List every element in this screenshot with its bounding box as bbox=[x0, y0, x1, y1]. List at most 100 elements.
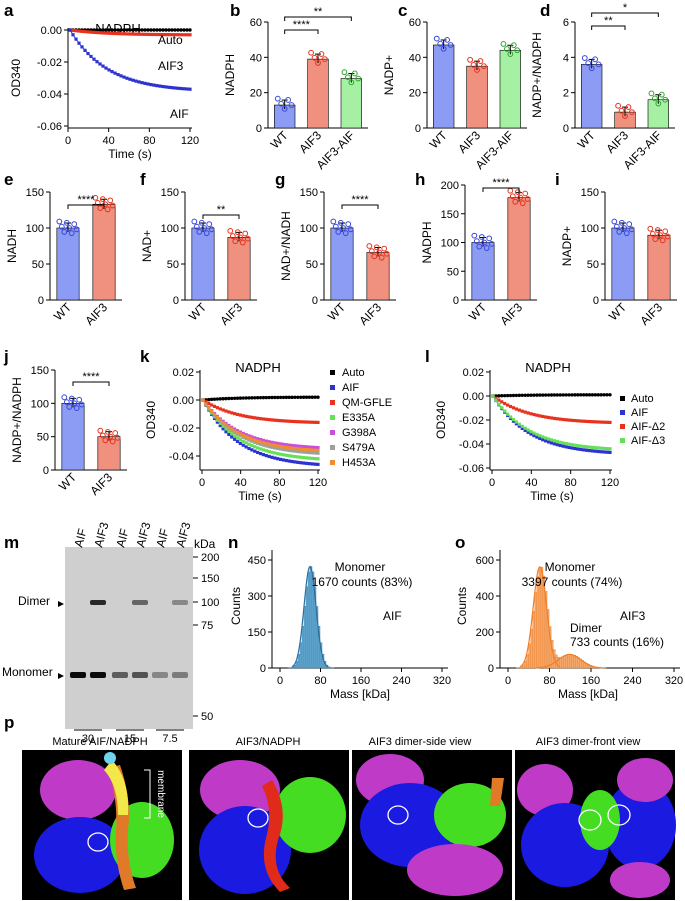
panel-a-aif3-point bbox=[155, 32, 159, 37]
panel-k-series-point bbox=[207, 397, 211, 402]
panel-a-aif3-point bbox=[77, 29, 81, 33]
panel-e-point bbox=[58, 223, 65, 230]
panel-l-series-point bbox=[585, 445, 589, 449]
panel-k-series-point bbox=[247, 396, 251, 400]
blot-monomer-band bbox=[152, 672, 168, 678]
panel-i-point bbox=[652, 236, 659, 242]
panel-i-ytick-label: 0 bbox=[593, 295, 599, 307]
panel-a-aif-point bbox=[143, 81, 147, 85]
panel-k-series-point bbox=[264, 441, 268, 446]
panel-j-point bbox=[66, 404, 73, 410]
panel-b-point bbox=[321, 56, 328, 62]
panel-k-series-point bbox=[267, 440, 271, 444]
panel-l-series-point bbox=[503, 401, 507, 406]
panel-b-point bbox=[281, 105, 288, 112]
panel-k-series-point bbox=[230, 396, 234, 401]
panel-h: 0 50 100 150 200 NADPH WT AIF3 **** bbox=[420, 177, 537, 328]
panel-k-series-point bbox=[279, 419, 283, 423]
panel-l-xtick-label: 40 bbox=[525, 477, 537, 489]
panel-i-point bbox=[618, 219, 625, 226]
panel-f-point bbox=[203, 230, 210, 237]
panel-l-series-point bbox=[564, 393, 568, 397]
panel-n-bin bbox=[303, 606, 307, 669]
panel-f-point bbox=[227, 227, 234, 234]
panel-l-series-point bbox=[514, 422, 518, 426]
panel-k-series-point bbox=[302, 445, 306, 449]
panel-k-series-point bbox=[218, 423, 222, 428]
panel-k-series-point bbox=[313, 448, 317, 452]
panel-a-auto-point bbox=[125, 28, 129, 32]
panel-k-series-point bbox=[261, 395, 266, 400]
panel-b-sig-label: ** bbox=[314, 6, 323, 18]
panel-k-series-point bbox=[284, 443, 288, 447]
panel-k-series-point bbox=[276, 441, 280, 446]
panel-l-series-point bbox=[561, 444, 565, 448]
panel-a-aif-point bbox=[134, 79, 138, 83]
panel-c-point bbox=[437, 40, 444, 47]
panel-l-series-point bbox=[573, 443, 577, 447]
panel-g-ytick-label: 100 bbox=[300, 223, 318, 235]
panel-l-series-point bbox=[497, 398, 501, 402]
label-p: p bbox=[4, 713, 14, 732]
panel-g-sig-bracket bbox=[341, 204, 379, 209]
panel-a-aif-point bbox=[158, 84, 162, 88]
panel-l-series-point bbox=[529, 429, 533, 434]
panel-c-point bbox=[440, 45, 447, 52]
panel-n-bin bbox=[327, 666, 331, 669]
panel-l-series-point bbox=[605, 393, 609, 397]
panel-j-ytick-label: 150 bbox=[31, 365, 49, 377]
panel-b-point bbox=[278, 100, 285, 107]
panel-a-aif-point bbox=[86, 51, 90, 56]
panel-c-bar bbox=[499, 49, 521, 129]
panel-l-series-point bbox=[503, 393, 507, 398]
blot-monomer-label: Monomer bbox=[2, 665, 53, 679]
panel-i-point bbox=[659, 237, 666, 244]
panel-k-series-point bbox=[307, 445, 311, 449]
panel-k-series-point bbox=[293, 454, 297, 459]
blot-marker-label: 75 bbox=[201, 620, 213, 632]
panel-a-aif3-point bbox=[89, 30, 93, 34]
panel-l-series-point bbox=[546, 415, 551, 420]
panel-k-series-point bbox=[307, 448, 311, 452]
panel-a-auto-point bbox=[185, 28, 189, 32]
panel-h-group-label: AIF3 bbox=[497, 300, 525, 328]
panel-l-series-point bbox=[596, 393, 600, 397]
panel-l-series-point bbox=[541, 435, 545, 439]
panel-a-auto-point bbox=[95, 28, 99, 32]
panel-a-auto-point bbox=[188, 28, 192, 32]
panel-a-aif3-point bbox=[107, 31, 111, 35]
panel-l-series-point bbox=[558, 443, 562, 448]
blot-dimer-band bbox=[90, 600, 106, 605]
panel-b-group-label: AIF3 bbox=[296, 128, 324, 156]
panel-k-series-point bbox=[287, 446, 291, 450]
panel-k-series-point bbox=[241, 435, 245, 439]
panel-k-series-point bbox=[313, 395, 317, 399]
panel-k-series-point bbox=[293, 419, 297, 424]
panel-k-series-point bbox=[244, 414, 248, 418]
panel-l-series-point bbox=[570, 393, 574, 397]
panel-a-auto-point bbox=[98, 28, 102, 32]
panel-l-series-point bbox=[576, 447, 580, 451]
panel-g-point bbox=[335, 228, 342, 235]
panel-l-series-point bbox=[567, 418, 571, 422]
panel-k-series-point bbox=[281, 419, 286, 423]
panel-d-bar bbox=[581, 64, 603, 129]
panel-k-series-point bbox=[284, 453, 288, 457]
panel-a-aif-point bbox=[173, 86, 177, 90]
panel-a-aif3-point bbox=[71, 28, 75, 32]
panel-d-point bbox=[615, 102, 622, 109]
panel-k-series-point bbox=[244, 396, 248, 400]
panel-e-ytick-label: 100 bbox=[26, 223, 44, 235]
panel-h-point bbox=[483, 245, 490, 251]
panel-d-point bbox=[625, 104, 632, 110]
panel-a-aif3-point bbox=[182, 33, 186, 37]
panel-e-ytick-label: 50 bbox=[32, 259, 44, 271]
panel-e-point bbox=[97, 205, 104, 212]
panel-k-series-point bbox=[233, 427, 237, 431]
panel-a-aif3-point bbox=[86, 30, 90, 34]
panel-k-series-point bbox=[247, 438, 251, 442]
panel-l-series-point bbox=[546, 440, 551, 444]
panel-h-bar bbox=[471, 242, 495, 301]
panel-l-series-point bbox=[523, 428, 527, 433]
panel-o-peak2-label: Dimer bbox=[570, 621, 602, 635]
